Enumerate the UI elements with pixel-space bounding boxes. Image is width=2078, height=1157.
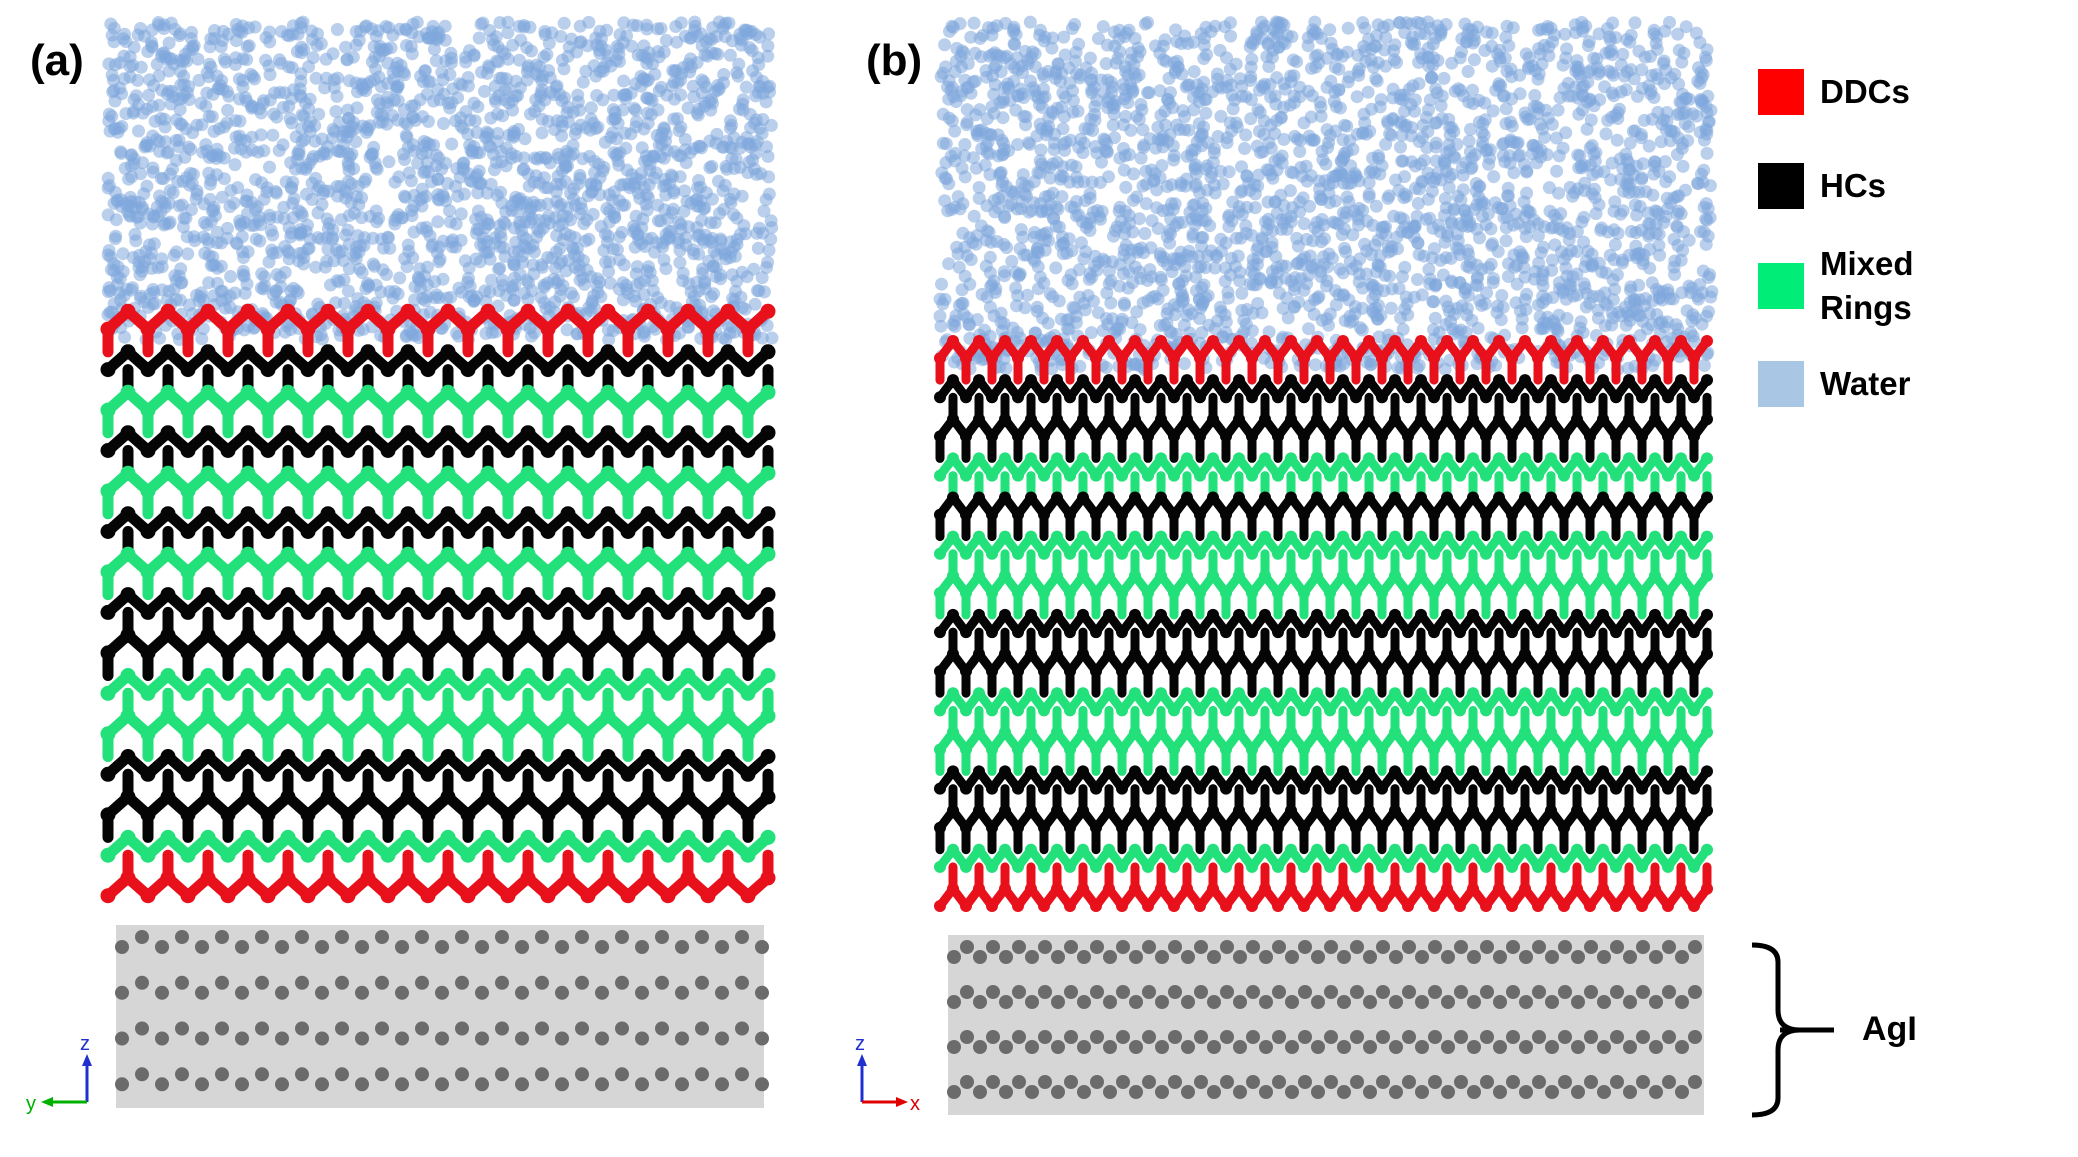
axis-label-horizontal-a: y [26, 1093, 36, 1115]
legend-item-hcs: HCs [1758, 163, 1886, 209]
panel-label-a: (a) [30, 36, 84, 86]
legend-swatch-hcs [1758, 163, 1804, 209]
water-molecules [934, 16, 1719, 377]
substrate-label: AgI [1862, 1010, 1917, 1049]
panel-b-snapshot [934, 16, 1719, 1116]
legend-item-water: Water [1758, 361, 1910, 407]
legend-swatch-ddcs [1758, 69, 1804, 115]
axis-label-vertical-a: z [80, 1033, 90, 1055]
axis-triad-b: z x [855, 1033, 920, 1115]
legend-label-mixed-rings: Mixed Rings [1820, 242, 1914, 330]
agi-substrate [947, 935, 1704, 1115]
panel-label-b: (b) [866, 36, 922, 86]
axis-label-horizontal-b: x [910, 1093, 920, 1115]
legend-swatch-water [1758, 361, 1804, 407]
legend-label-ddcs: DDCs [1820, 70, 1910, 114]
ice-lattice [934, 335, 1713, 912]
panel-a-snapshot [101, 16, 779, 1109]
legend-item-mixed-rings: Mixed Rings [1758, 242, 1914, 330]
axis-label-vertical-b: z [855, 1033, 865, 1055]
water-molecules [102, 16, 779, 347]
ice-lattice [101, 304, 776, 903]
legend-swatch-mixed-rings [1758, 263, 1804, 309]
axis-triad-a: z y [26, 1033, 92, 1115]
legend-label-water: Water [1820, 362, 1910, 406]
legend-item-ddcs: DDCs [1758, 69, 1910, 115]
legend-label-hcs: HCs [1820, 164, 1886, 208]
agi-substrate [115, 925, 769, 1108]
